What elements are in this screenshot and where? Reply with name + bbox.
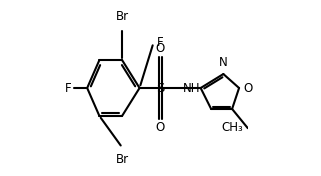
Text: S: S [156,81,165,95]
Text: O: O [243,81,253,95]
Text: F: F [65,81,72,95]
Text: Br: Br [116,10,129,23]
Text: F: F [157,36,164,49]
Text: Br: Br [116,153,129,166]
Text: O: O [156,42,165,55]
Text: NH: NH [183,81,201,95]
Text: O: O [156,121,165,134]
Text: N: N [219,56,228,69]
Text: CH₃: CH₃ [221,121,243,134]
